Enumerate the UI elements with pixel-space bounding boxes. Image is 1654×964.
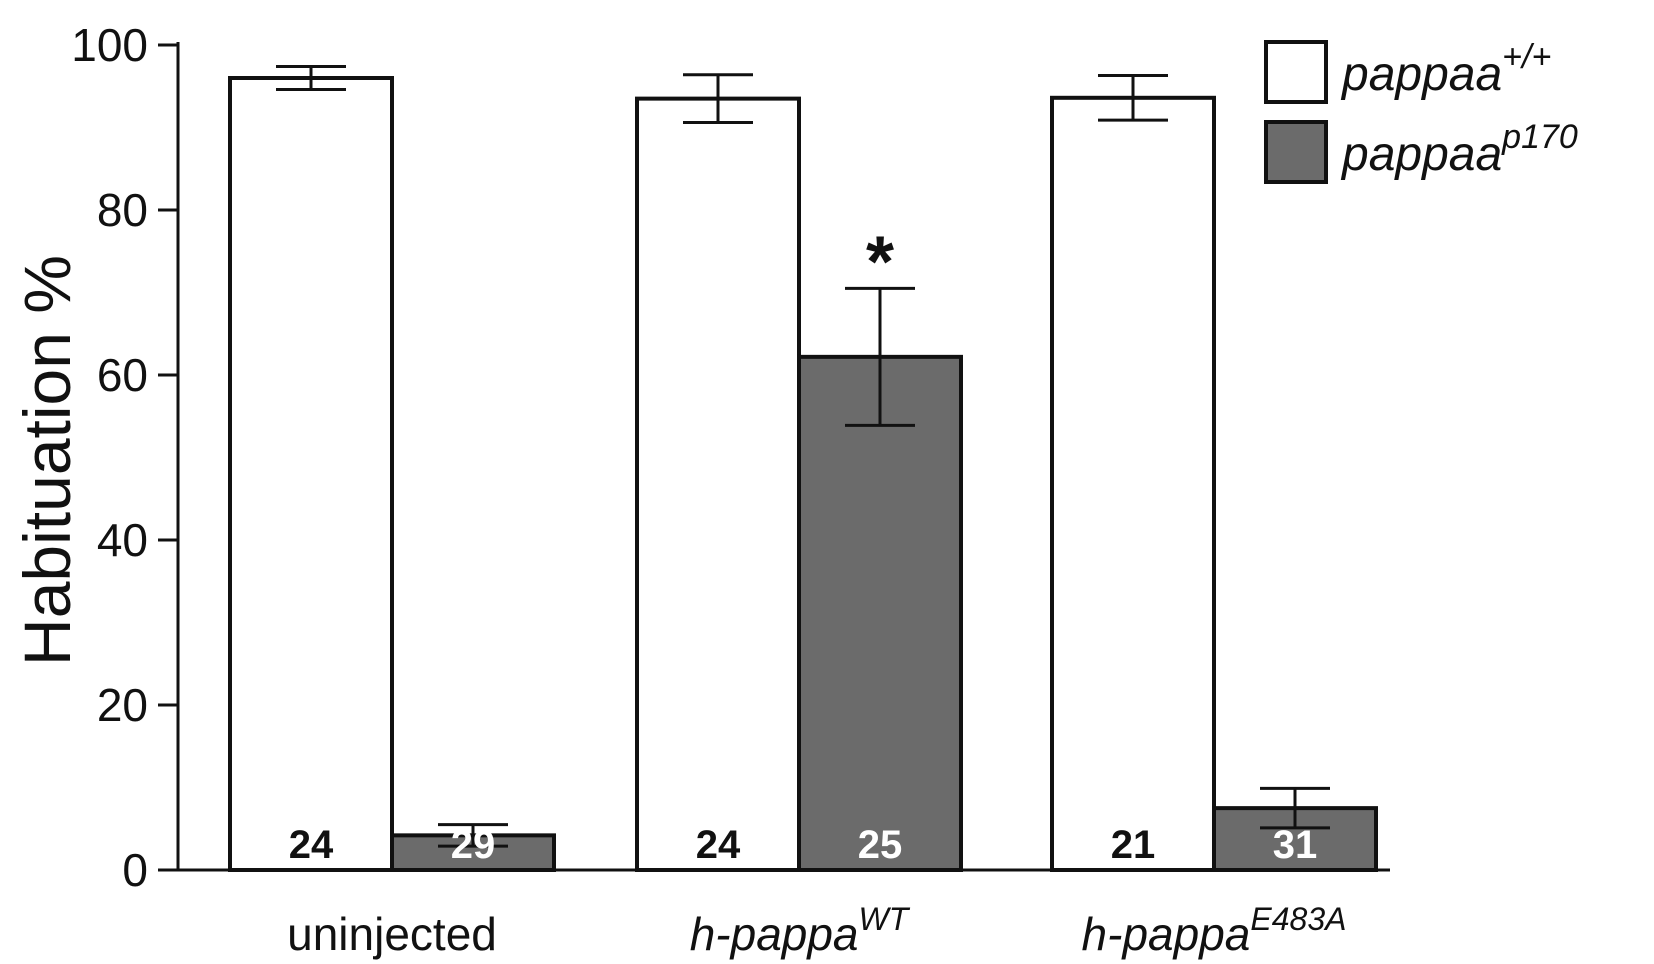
legend-label: pappaa+/+ xyxy=(1340,38,1551,101)
y-tick-label: 40 xyxy=(97,514,148,566)
x-category-label: uninjected xyxy=(287,908,497,960)
legend-swatch-mutant xyxy=(1264,120,1328,184)
bar-wildtype-2 xyxy=(1050,95,1216,873)
n-label: 24 xyxy=(289,823,334,867)
x-category-label: h-pappaE483A xyxy=(1082,901,1347,960)
legend-label-base: pappaa xyxy=(1340,48,1502,101)
legend-swatch-wildtype xyxy=(1264,40,1328,104)
category-label-superscript: WT xyxy=(859,901,911,937)
legend-label-base: pappaa xyxy=(1340,128,1502,181)
legend-label-superscript: +/+ xyxy=(1502,38,1551,76)
n-label: 24 xyxy=(696,823,741,867)
y-axis-label: Habituation % xyxy=(10,255,84,666)
n-label: 29 xyxy=(451,823,496,867)
bar-wildtype-1 xyxy=(635,96,801,872)
category-label-base: h-pappa xyxy=(690,908,859,960)
n-label: 21 xyxy=(1111,823,1156,867)
y-tick-label: 100 xyxy=(71,19,148,71)
category-label-superscript: E483A xyxy=(1250,901,1346,937)
y-tick-label: 20 xyxy=(97,679,148,731)
bar-wildtype-0 xyxy=(228,76,394,872)
y-tick-label: 0 xyxy=(122,844,148,896)
bars: 24 29 24 25 21 31 * xyxy=(228,64,1378,873)
category-label-base: h-pappa xyxy=(1082,908,1251,960)
n-label: 25 xyxy=(858,823,903,867)
legend-label: pappaap170 xyxy=(1340,118,1578,181)
legend: pappaa+/+pappaap170 xyxy=(1264,38,1578,184)
bar-mutant-1 xyxy=(797,354,963,873)
y-tick-label: 60 xyxy=(97,349,148,401)
x-category-label: h-pappaWT xyxy=(690,901,911,960)
category-label-base: uninjected xyxy=(287,908,497,960)
legend-label-superscript: p170 xyxy=(1501,118,1578,156)
y-tick-label: 80 xyxy=(97,184,148,236)
significance-star: * xyxy=(866,222,894,302)
n-label: 31 xyxy=(1273,823,1318,867)
axes: 0 20 40 60 80 100 Habituation % uninjected h-pap… xyxy=(10,19,1390,960)
